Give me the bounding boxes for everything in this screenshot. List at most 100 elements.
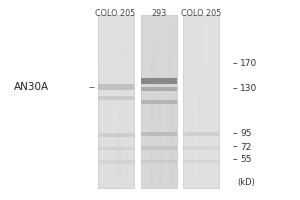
Bar [160, 62, 163, 181]
Bar [111, 69, 112, 187]
Bar [141, 78, 177, 84]
Bar [168, 41, 171, 179]
Text: 72: 72 [240, 142, 251, 152]
Bar [192, 131, 193, 183]
Bar [159, 62, 161, 188]
Bar [153, 119, 155, 179]
Bar [124, 123, 125, 188]
Bar [98, 84, 134, 90]
Bar [183, 132, 219, 136]
Bar [98, 96, 134, 100]
Bar [117, 131, 121, 178]
Bar [172, 83, 177, 184]
Bar [158, 114, 159, 179]
Text: 170: 170 [240, 60, 257, 68]
Bar [199, 65, 203, 184]
Bar [151, 103, 155, 183]
Bar [215, 151, 219, 180]
Bar [160, 98, 161, 179]
Bar [183, 146, 219, 150]
Bar [128, 130, 132, 187]
Bar [141, 15, 177, 188]
Bar [141, 87, 177, 91]
Bar [190, 50, 192, 182]
Bar [128, 27, 129, 182]
Bar [213, 156, 217, 184]
Bar [123, 76, 127, 187]
Bar [127, 64, 129, 184]
Bar [203, 94, 206, 178]
Text: 130: 130 [240, 84, 257, 93]
Bar [162, 161, 165, 180]
Text: 293: 293 [152, 9, 166, 18]
Text: AN30A: AN30A [14, 82, 49, 92]
Bar [201, 37, 202, 184]
Bar [141, 100, 177, 104]
Bar [204, 24, 208, 179]
Bar [214, 137, 218, 186]
Bar [169, 156, 173, 181]
Bar [128, 38, 130, 180]
Bar [158, 77, 163, 180]
Bar [98, 133, 134, 137]
Bar [184, 126, 189, 185]
Bar [147, 145, 150, 187]
Bar [186, 141, 188, 187]
Text: --: -- [232, 130, 238, 138]
Bar [98, 147, 134, 150]
Bar [123, 54, 126, 183]
Bar [119, 110, 120, 184]
Bar [124, 61, 126, 182]
Text: 95: 95 [240, 130, 251, 138]
Bar [194, 151, 196, 178]
Text: --: -- [88, 82, 95, 92]
Text: --: -- [232, 142, 238, 152]
Bar [103, 109, 107, 184]
Bar [124, 141, 129, 187]
Bar [183, 160, 219, 163]
Bar [100, 63, 104, 184]
Bar [148, 98, 151, 185]
Bar [144, 152, 145, 187]
Bar [119, 63, 121, 183]
Bar [189, 129, 192, 182]
Bar [206, 173, 207, 186]
Bar [210, 21, 211, 182]
Bar [170, 56, 173, 188]
Bar [158, 146, 160, 181]
Bar [108, 113, 110, 186]
Bar [167, 142, 171, 180]
Bar [184, 28, 186, 184]
Bar [196, 92, 200, 183]
Text: COLO 205: COLO 205 [181, 9, 221, 18]
Bar [141, 132, 177, 136]
Bar [158, 74, 161, 186]
Bar [141, 160, 177, 163]
Bar [172, 155, 173, 183]
Bar [98, 160, 134, 164]
Bar [122, 130, 124, 182]
Bar [213, 145, 217, 187]
Bar [168, 97, 171, 185]
Bar [160, 150, 163, 178]
Bar [192, 88, 194, 183]
Bar [183, 15, 219, 188]
Bar [194, 114, 198, 180]
Bar [141, 146, 177, 150]
Bar [98, 15, 134, 188]
Bar [107, 96, 110, 181]
Bar [190, 60, 191, 184]
Bar [110, 36, 111, 185]
Text: --: -- [232, 156, 238, 164]
Text: (kD): (kD) [237, 178, 255, 186]
Bar [162, 49, 166, 187]
Bar [153, 42, 155, 179]
Text: --: -- [232, 84, 238, 93]
Bar [127, 58, 128, 183]
Text: --: -- [232, 60, 238, 68]
Bar [98, 157, 100, 185]
Bar [188, 63, 192, 180]
Bar [191, 90, 193, 186]
Bar [123, 44, 128, 188]
Bar [141, 124, 145, 186]
